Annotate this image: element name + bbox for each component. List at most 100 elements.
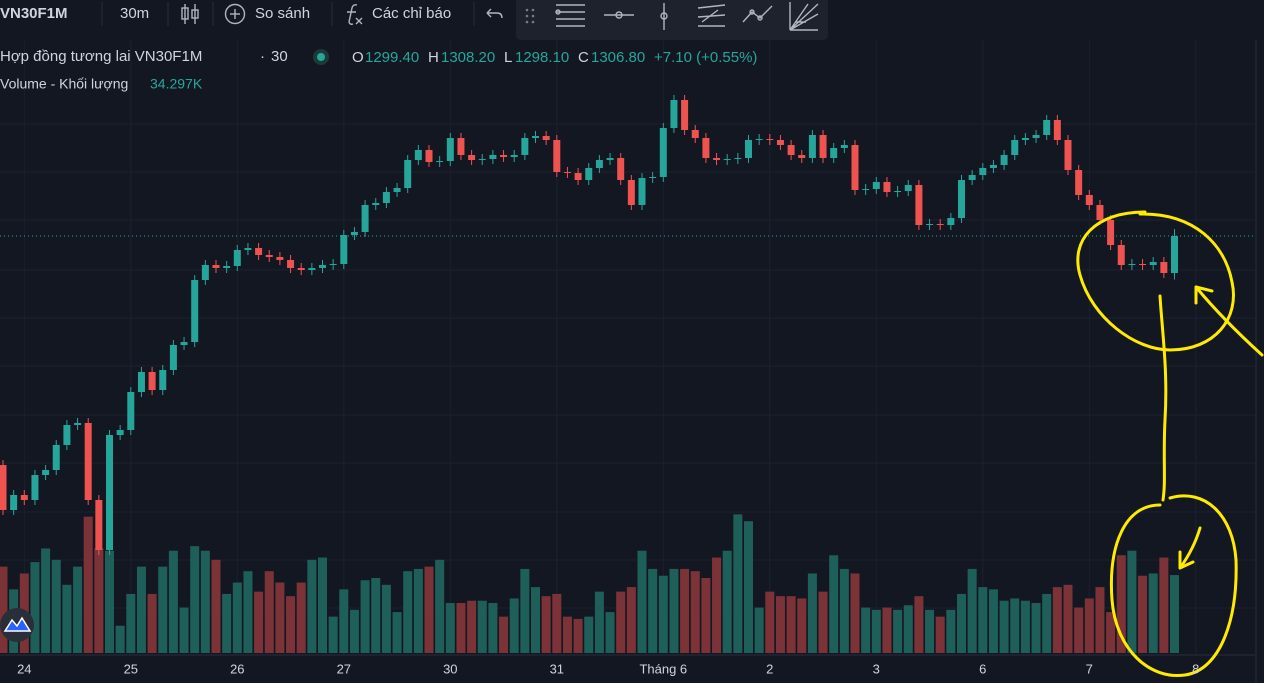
- volume-bar: [158, 566, 168, 653]
- compare-button[interactable]: So sánh: [255, 5, 310, 22]
- candle-body: [265, 255, 273, 257]
- candle-body: [340, 235, 348, 264]
- legend-interval: 30: [271, 48, 288, 65]
- volume-bar: [1063, 584, 1073, 653]
- volume-bar: [211, 559, 221, 653]
- legend-separator: ·: [260, 48, 265, 65]
- volume-bar: [126, 593, 136, 653]
- volume-bar: [754, 607, 764, 653]
- volume-bar: [0, 566, 8, 653]
- candle-body: [819, 135, 827, 158]
- volume-bar: [658, 575, 668, 653]
- volume-bar: [371, 578, 381, 653]
- legend-symbol: Hợp đồng tương lai VN30F1M: [0, 48, 202, 65]
- volume-bar: [349, 609, 359, 653]
- compare-icon[interactable]: [224, 3, 246, 25]
- candle-body: [606, 158, 614, 160]
- volume-bar: [73, 566, 83, 653]
- volume-bar: [1106, 612, 1116, 653]
- candle-body: [63, 425, 71, 445]
- candle-body: [936, 224, 944, 225]
- candle-body: [137, 372, 145, 392]
- candle-body: [169, 345, 177, 370]
- candle-body: [1128, 264, 1136, 265]
- candle-body: [926, 224, 934, 225]
- candle-body: [457, 138, 465, 155]
- volume-bar: [903, 605, 913, 653]
- candle-body: [649, 177, 657, 178]
- volume-bar: [531, 587, 540, 653]
- volume-bar: [243, 571, 253, 653]
- candle-body: [42, 470, 50, 475]
- interval-button[interactable]: 30m: [120, 5, 149, 22]
- volume-bar: [1052, 587, 1062, 653]
- annotations: [1076, 210, 1264, 678]
- volume-bar: [41, 548, 51, 653]
- candle-body: [585, 168, 593, 180]
- candle-body: [20, 495, 28, 500]
- legend: Hợp đồng tương lai VN30F1M · 30 O 1299.4…: [0, 48, 757, 92]
- volume-bar: [680, 568, 690, 653]
- candle-body: [904, 185, 912, 191]
- volume-bar: [722, 550, 732, 653]
- candle-body: [808, 135, 816, 158]
- volume-bar: [115, 625, 125, 653]
- symbol-button[interactable]: VN30F1M: [0, 5, 68, 22]
- candle-body: [798, 155, 806, 158]
- volume-bar: [275, 582, 285, 653]
- candle-body: [691, 130, 699, 138]
- candle-body: [670, 100, 678, 128]
- volume-bar: [946, 609, 956, 653]
- candle-body: [745, 140, 752, 158]
- volume-bar: [861, 607, 871, 653]
- volume-bar: [839, 568, 849, 653]
- candle-body: [787, 145, 795, 155]
- volume-bar: [1138, 575, 1148, 653]
- plot: [0, 40, 1255, 655]
- candle-body: [862, 189, 870, 190]
- legend-low-prefix: L: [504, 49, 512, 66]
- candle-body: [382, 192, 390, 203]
- indicators-button[interactable]: Các chỉ báo: [372, 5, 451, 22]
- candle-body: [350, 232, 358, 235]
- x-tick-label: 7: [1086, 661, 1093, 676]
- candle-body: [659, 128, 667, 177]
- drawing-tools[interactable]: [555, 2, 819, 31]
- candle-body: [287, 260, 295, 268]
- indicators-icon[interactable]: [347, 4, 363, 25]
- candle-body: [617, 158, 625, 180]
- toolbar: VN30F1M 30m So sánh Các chỉ báo: [0, 0, 828, 40]
- candle-body: [681, 100, 689, 130]
- chart-type-button[interactable]: [181, 4, 199, 24]
- candle-body: [766, 139, 774, 140]
- candle-body: [510, 155, 518, 157]
- candle-body: [595, 160, 603, 168]
- candle-body: [180, 342, 188, 345]
- candle-body: [1000, 155, 1008, 165]
- x-tick-label: 8: [1192, 661, 1199, 676]
- candle-body: [95, 500, 103, 550]
- volume-bar: [509, 598, 519, 653]
- volume-bar: [850, 573, 860, 653]
- volume-bar: [1010, 598, 1020, 653]
- candle-body: [840, 145, 848, 148]
- candle-body: [244, 248, 252, 250]
- volume-bar: [616, 591, 626, 653]
- volume-bar: [978, 587, 988, 653]
- candle-body: [563, 172, 571, 173]
- candle-body: [915, 185, 923, 225]
- volume-bar: [147, 593, 157, 653]
- logo[interactable]: [0, 608, 34, 642]
- volume-bar: [765, 591, 775, 653]
- volume-bar: [669, 568, 679, 653]
- volume-bar: [712, 557, 722, 653]
- candle-body: [713, 158, 721, 160]
- volume-bar: [413, 568, 423, 653]
- candle-body: [1064, 140, 1072, 170]
- volume-bar: [573, 618, 583, 653]
- undo-button[interactable]: [486, 8, 503, 19]
- candle-body: [1096, 205, 1104, 220]
- volume-bar: [914, 596, 924, 653]
- volume-bar: [94, 548, 104, 653]
